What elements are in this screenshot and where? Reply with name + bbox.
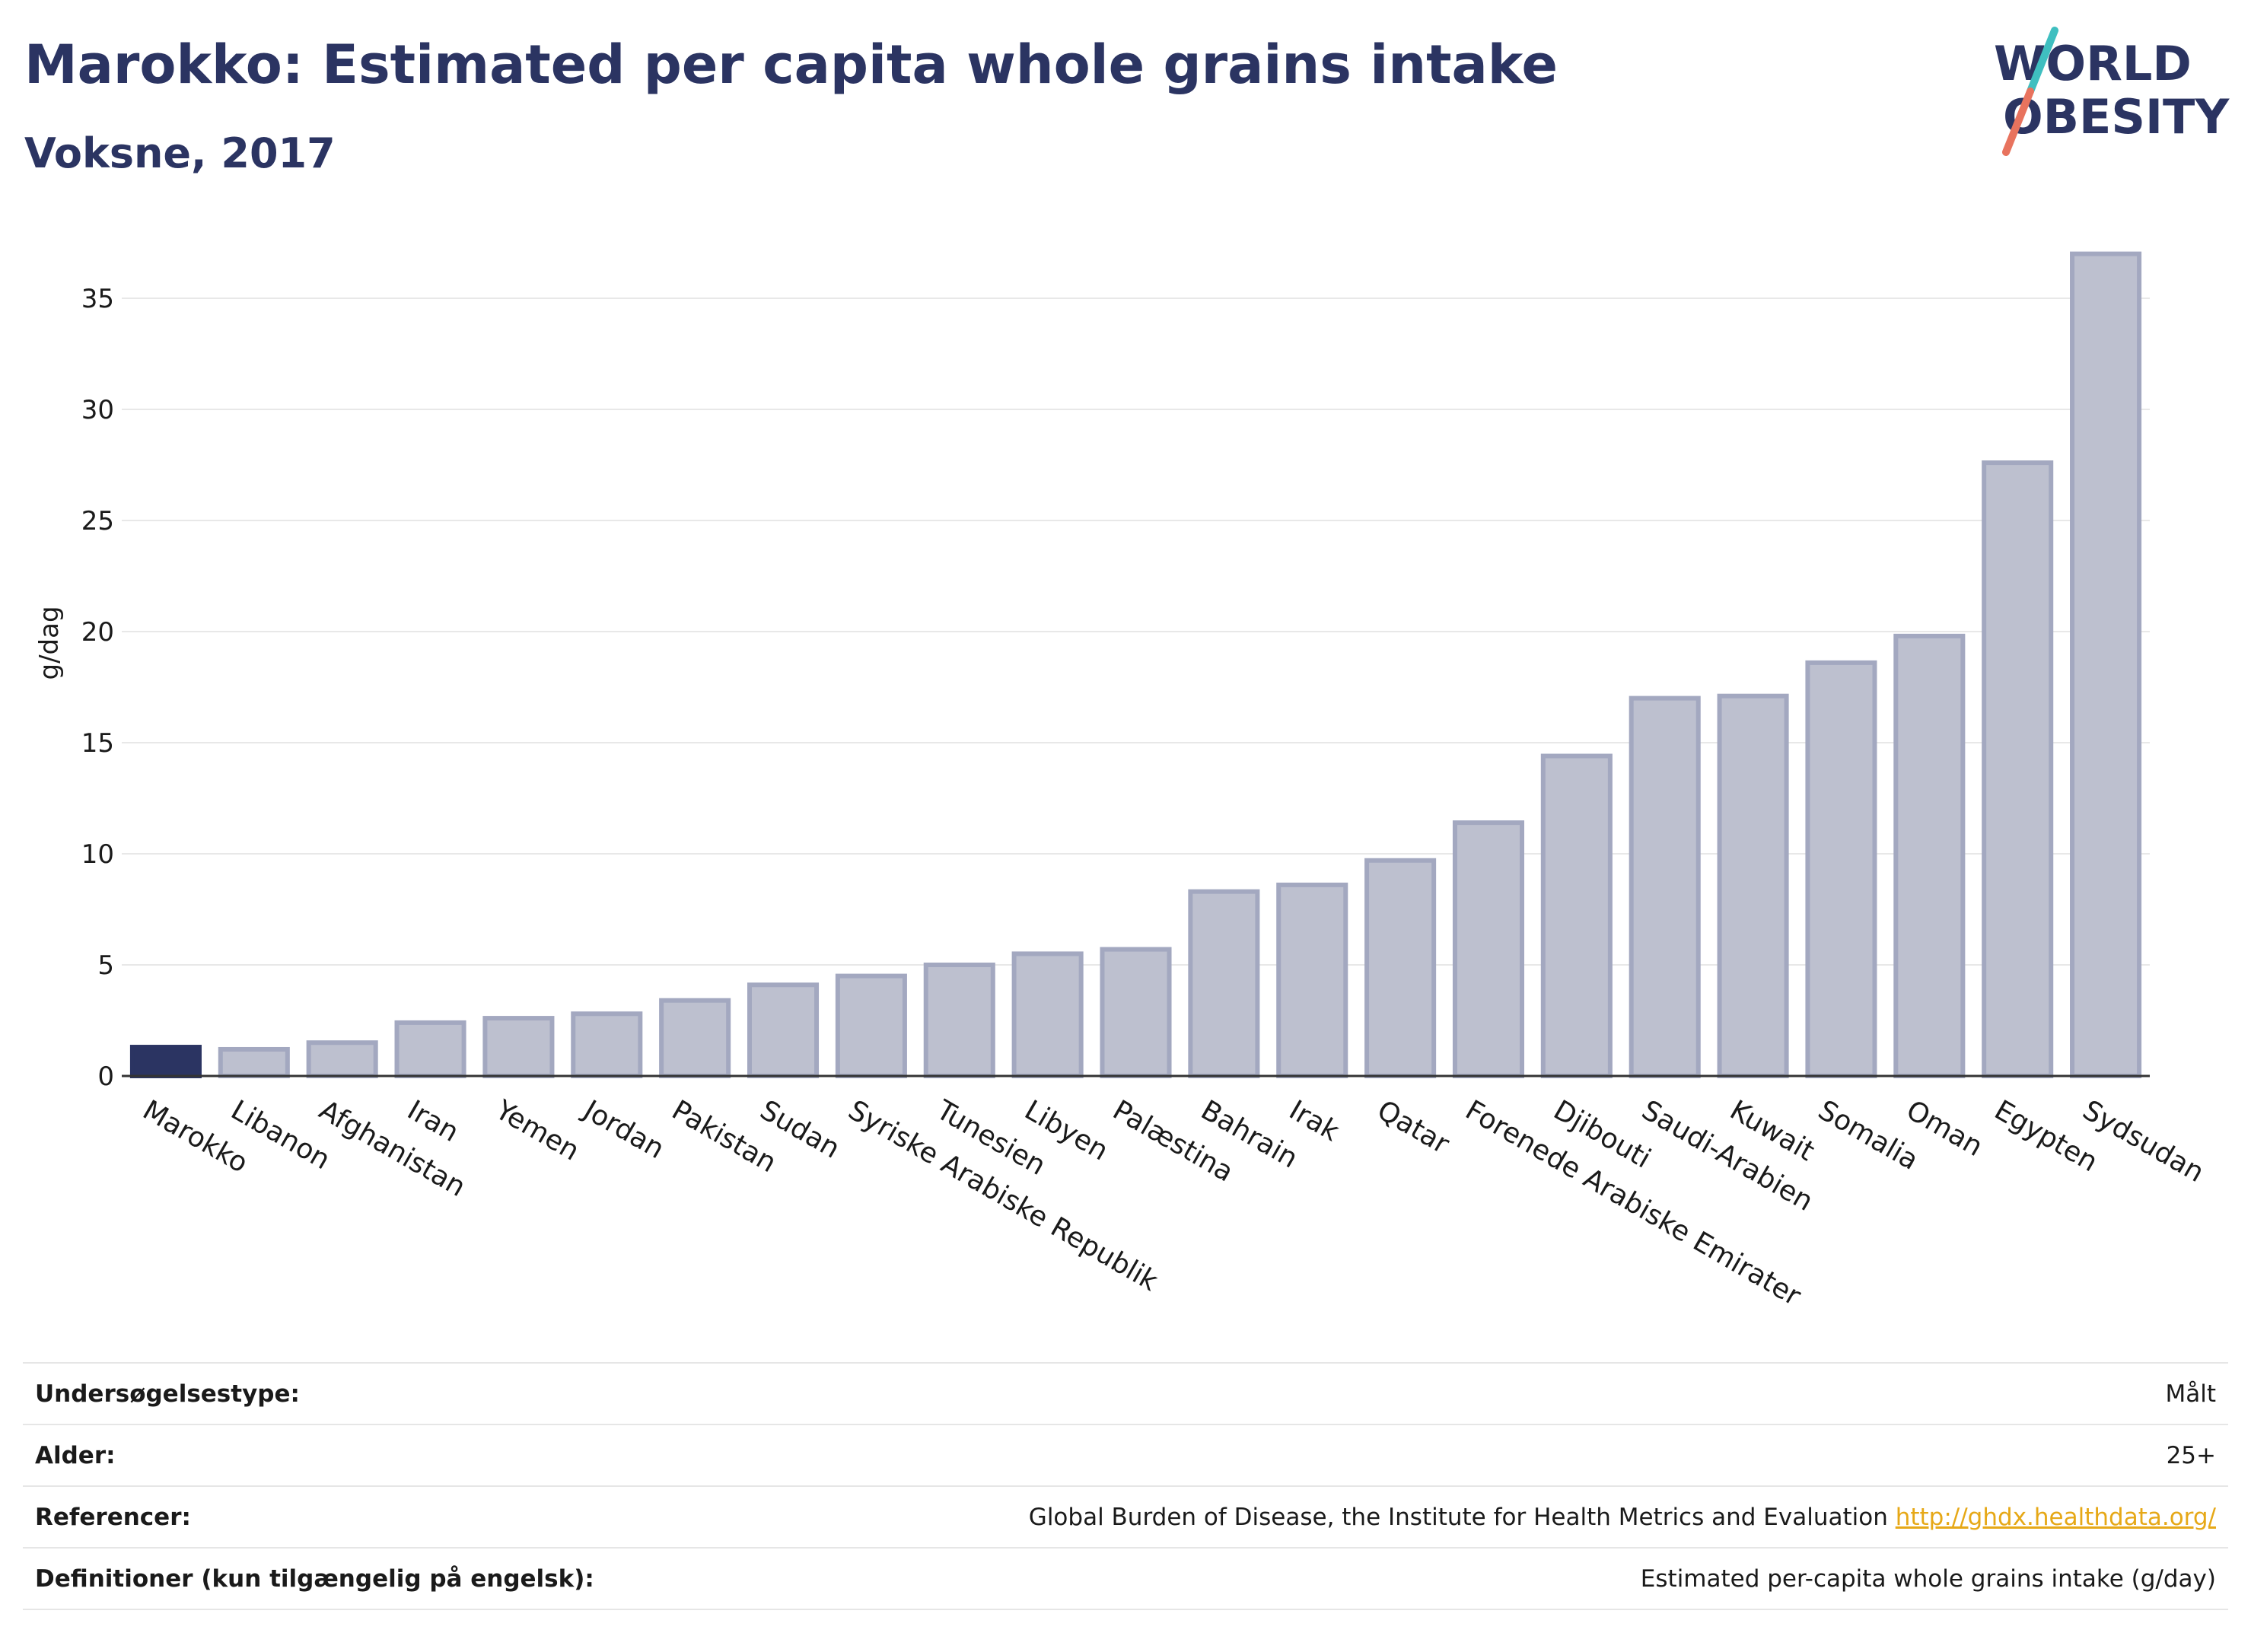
bar-afghanistan[interactable] xyxy=(306,1040,378,1078)
bar-forenede-arabiske-emirater[interactable] xyxy=(1452,820,1525,1078)
y-tick-label: 30 xyxy=(81,395,114,425)
bar-pakistan[interactable] xyxy=(659,998,731,1078)
meta-value: 25+ xyxy=(2166,1441,2216,1469)
bar-kuwait[interactable] xyxy=(1717,693,1789,1078)
y-tick-label: 25 xyxy=(81,506,114,536)
meta-label: Referencer: xyxy=(35,1503,191,1531)
chart-subtitle: Voksne, 2017 xyxy=(24,129,336,177)
y-tick-label: 5 xyxy=(97,950,114,981)
y-tick-label: 20 xyxy=(81,617,114,648)
x-tick-label: Qatar xyxy=(1372,1094,1454,1160)
bar-djibouti[interactable] xyxy=(1540,753,1613,1079)
meta-value: Målt xyxy=(2165,1380,2216,1408)
bar-qatar[interactable] xyxy=(1364,858,1437,1078)
meta-row-age: Alder: 25+ xyxy=(23,1425,2228,1487)
bars xyxy=(129,251,2142,1079)
bar-syriske-arabiske-republik[interactable] xyxy=(835,973,907,1078)
bar-saudi-arabien[interactable] xyxy=(1629,695,1701,1078)
bar-yemen[interactable] xyxy=(482,1016,555,1078)
bar-iran[interactable] xyxy=(394,1020,466,1079)
meta-row-references: Referencer: Global Burden of Disease, th… xyxy=(23,1487,2228,1549)
bar-bahrain[interactable] xyxy=(1188,889,1260,1079)
y-tick-label: 0 xyxy=(97,1062,114,1092)
chart-title: Marokko: Estimated per capita whole grai… xyxy=(24,33,1558,96)
y-axis-label: g/dag xyxy=(34,606,65,680)
bar-palæstina[interactable] xyxy=(1100,947,1172,1079)
y-tick-label: 10 xyxy=(81,839,114,870)
bar-sudan[interactable] xyxy=(747,982,820,1079)
x-tick-label: Yemen xyxy=(489,1094,584,1167)
metadata-table: Undersøgelsestype: Målt Alder: 25+ Refer… xyxy=(23,1362,2228,1610)
meta-value: Estimated per-capita whole grains intake… xyxy=(1640,1564,2216,1593)
y-tick-label: 35 xyxy=(81,284,114,314)
bar-marokko[interactable] xyxy=(129,1045,202,1079)
bar-jordan[interactable] xyxy=(571,1011,643,1078)
meta-label: Alder: xyxy=(35,1441,116,1469)
bar-tunesien[interactable] xyxy=(923,963,995,1078)
bar-sydsudan[interactable] xyxy=(2070,251,2142,1079)
bar-oman[interactable] xyxy=(1893,633,1966,1078)
bar-egypten[interactable] xyxy=(1982,460,2054,1078)
x-tick-label: Somalia xyxy=(1813,1094,1923,1176)
y-tick-label: 15 xyxy=(81,728,114,759)
meta-value-references: Global Burden of Disease, the Institute … xyxy=(1029,1504,2216,1531)
reference-text: Global Burden of Disease, the Institute … xyxy=(1028,1503,1888,1531)
x-tick-label: Irak xyxy=(1284,1094,1345,1147)
meta-row-survey-type: Undersøgelsestype: Målt xyxy=(23,1364,2228,1425)
meta-label: Definitioner (kun tilgængelig på engelsk… xyxy=(35,1564,594,1593)
bar-somalia[interactable] xyxy=(1805,660,1877,1078)
bar-irak[interactable] xyxy=(1276,882,1348,1078)
bar-libanon[interactable] xyxy=(218,1046,290,1078)
meta-row-definitions: Definitioner (kun tilgængelig på engelsk… xyxy=(23,1549,2228,1610)
x-tick-label: Sydsudan xyxy=(2077,1094,2209,1189)
y-axis-ticks: 0 5 10 15 20 25 30 35 xyxy=(81,284,114,1092)
bar-libyen[interactable] xyxy=(1011,951,1084,1079)
svg-text:OBESITY: OBESITY xyxy=(2003,89,2230,145)
svg-text:WORLD: WORLD xyxy=(1994,36,2192,91)
world-obesity-logo: WORLD OBESITY xyxy=(1994,27,2230,156)
meta-label: Undersøgelsestype: xyxy=(35,1380,300,1408)
reference-link[interactable]: http://ghdx.healthdata.org/ xyxy=(1895,1503,2216,1531)
x-tick-label: Jordan xyxy=(577,1093,669,1165)
x-tick-label: Iran xyxy=(402,1094,463,1148)
